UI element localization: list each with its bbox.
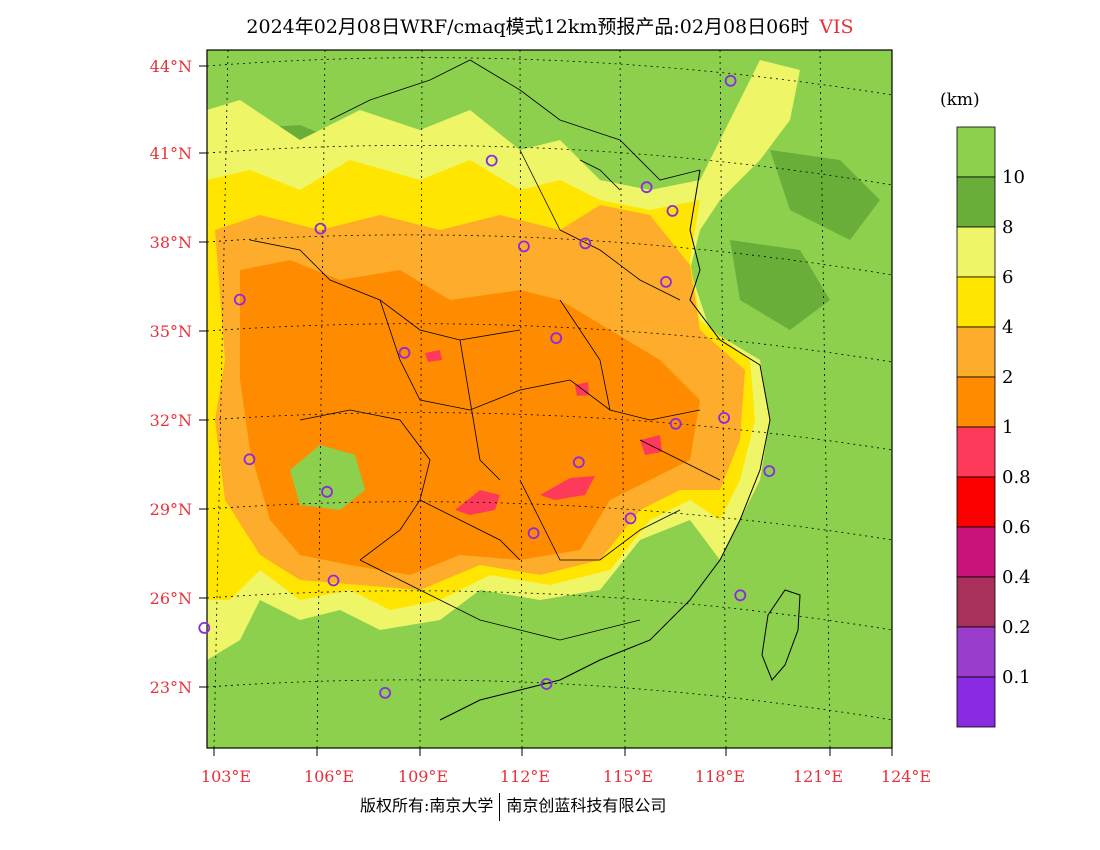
- lat-label: 32°N: [150, 411, 192, 430]
- lat-label: 44°N: [150, 57, 192, 76]
- city-station-marker: [572, 456, 585, 469]
- colorbar-swatch: [956, 326, 996, 378]
- colorbar-label: 10: [1002, 167, 1025, 188]
- lat-axis: [199, 65, 207, 688]
- colorbar-label: 6: [1002, 267, 1013, 288]
- city-station-marker: [314, 222, 327, 235]
- lon-label: 118°E: [695, 767, 745, 786]
- colorbar-swatch: [956, 126, 996, 178]
- city-station-marker: [398, 346, 411, 359]
- colorbar-swatch: [956, 526, 996, 578]
- colorbar-label: 1: [1002, 417, 1013, 438]
- lat-label: 38°N: [150, 233, 192, 252]
- city-station-marker: [198, 622, 211, 634]
- map-title: 2024年02月08日WRF/cmaq模式12km预报产品:02月08日06时 V…: [0, 12, 1100, 39]
- legend-unit: (km): [940, 90, 980, 110]
- lat-label: 29°N: [150, 500, 192, 519]
- lon-axis: [213, 748, 893, 756]
- city-station-marker: [763, 465, 776, 478]
- colorbar-swatch: [956, 476, 996, 528]
- city-station-marker: [243, 453, 256, 466]
- city-station-marker: [669, 417, 682, 430]
- colorbar-swatch: [956, 376, 996, 428]
- city-station-marker: [527, 527, 540, 540]
- colorbar-label: 0.1: [1002, 667, 1031, 688]
- lon-label: 112°E: [500, 767, 550, 786]
- colorbar-swatch: [956, 676, 996, 728]
- coastline: [439, 169, 771, 721]
- colorbar-label: 2: [1002, 367, 1013, 388]
- city-station-marker: [718, 411, 730, 424]
- colorbar-swatch: [956, 226, 996, 278]
- colorbar-swatch: [956, 576, 996, 628]
- colorbar-label: 0.6: [1002, 517, 1031, 538]
- field-8-10-sea: [730, 240, 830, 330]
- field-0p8-1-b: [540, 476, 595, 500]
- field-0p8-1-e: [425, 350, 442, 362]
- colorbar-swatch: [956, 626, 996, 678]
- city-station-marker: [579, 237, 592, 250]
- lon-label: 121°E: [793, 767, 843, 786]
- lat-label: 41°N: [150, 144, 192, 163]
- city-station-marker: [734, 589, 747, 602]
- colorbar-label: 0.2: [1002, 617, 1031, 638]
- colorbar: 10 8 6 4 2 1 0.8 0.6 0.4 0.2 0.1: [956, 126, 1031, 728]
- lon-label: 109°E: [398, 767, 448, 786]
- credit-separator: [499, 792, 501, 821]
- city-station-marker: [660, 275, 672, 288]
- lat-label: 23°N: [150, 678, 192, 697]
- city-station-marker: [666, 204, 679, 217]
- graticule: [207, 50, 892, 748]
- lon-label: 106°E: [304, 767, 354, 786]
- colorbar-label: 4: [1002, 317, 1013, 338]
- credit-right: 南京创蓝科技有限公司: [506, 796, 667, 815]
- colorbar-label: 0.4: [1002, 567, 1031, 588]
- field-basin: [290, 445, 365, 510]
- station-markers: [198, 74, 776, 699]
- lon-label: 115°E: [603, 767, 653, 786]
- map-frame: [206, 49, 893, 749]
- colorbar-label: 0.8: [1002, 467, 1031, 488]
- city-station-marker: [640, 181, 653, 194]
- colorbar-swatch: [956, 276, 996, 328]
- colorbar-label: 8: [1002, 217, 1013, 238]
- city-station-marker: [550, 332, 563, 345]
- city-station-marker: [540, 678, 553, 690]
- colorbar-swatch: [956, 176, 996, 228]
- title-main: 2024年02月08日WRF/cmaq模式12km预报产品:02月08日06时: [246, 16, 810, 38]
- city-station-marker: [379, 687, 392, 699]
- lon-label: 124°E: [881, 767, 931, 786]
- taiwan-outline: [761, 589, 801, 681]
- credit-left: 版权所有:南京大学: [360, 796, 494, 815]
- city-station-marker: [518, 240, 530, 253]
- visibility-field: [207, 50, 892, 748]
- credit-line: 版权所有:南京大学 南京创蓝科技有限公司: [360, 792, 666, 821]
- field-8-10-ne: [770, 150, 880, 240]
- lat-label: 26°N: [150, 589, 192, 608]
- city-station-marker: [724, 74, 737, 87]
- colorbar-swatch: [956, 426, 996, 478]
- city-station-marker: [233, 293, 246, 306]
- lat-label: 35°N: [150, 322, 192, 341]
- city-station-marker: [624, 512, 637, 525]
- city-station-marker: [327, 574, 340, 587]
- title-variable: VIS: [819, 16, 854, 38]
- city-station-marker: [485, 154, 498, 167]
- field-0p8-1-c: [640, 435, 662, 455]
- city-station-marker: [321, 485, 333, 498]
- lon-label: 103°E: [201, 767, 251, 786]
